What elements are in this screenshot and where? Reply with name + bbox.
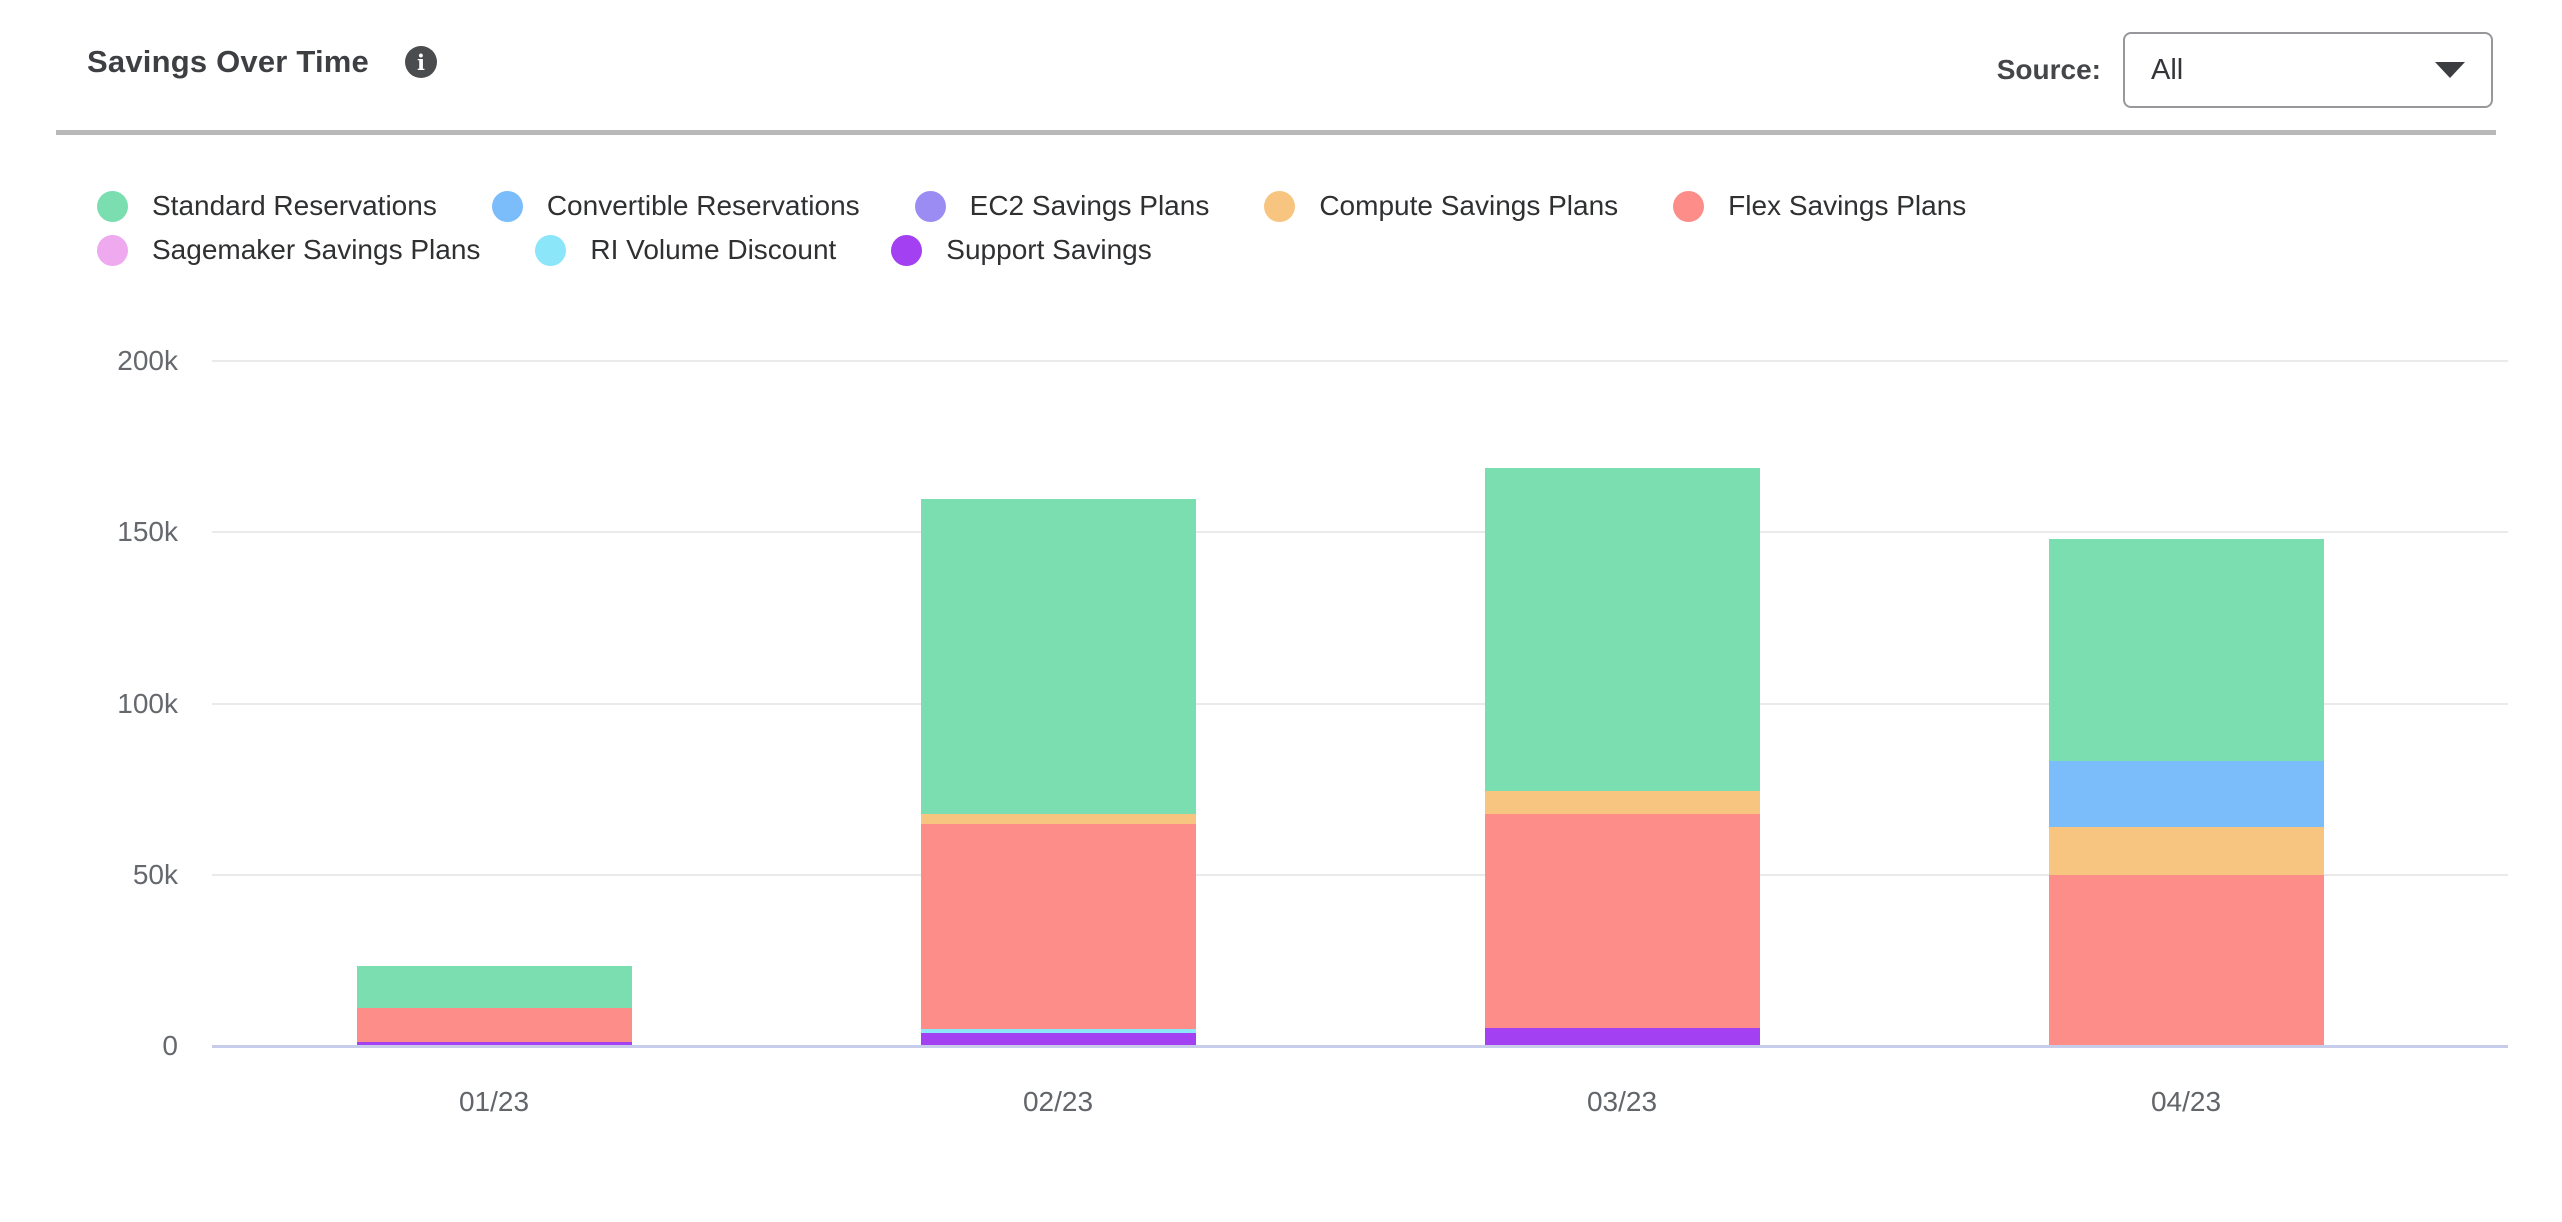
legend-label: EC2 Savings Plans (969, 190, 1210, 221)
legend-item-ec2-savings-plans[interactable]: EC2 Savings Plans (914, 188, 1210, 224)
legend-dot-icon (491, 190, 523, 222)
source-label: Source: (1996, 54, 2101, 85)
y-axis-tick-label: 50k (132, 858, 178, 890)
x-axis-label-01-23: 01/23 (458, 1086, 530, 1117)
legend-label: Flex Savings Plans (1728, 190, 1967, 221)
legend-dot-icon (914, 190, 946, 222)
legend-item-sagemaker-savings-plans[interactable]: Sagemaker Savings Plans (97, 232, 480, 268)
bar-group-04-23 (1904, 361, 2468, 1046)
page-title: Savings Over Time (87, 44, 369, 79)
bar-segment-03-23-compute-savings-plans[interactable] (1484, 790, 1760, 815)
y-axis-tick-label: 150k (117, 516, 178, 548)
bar-segment-02-23-compute-savings-plans[interactable] (920, 814, 1196, 825)
stacked-bar-04-23 (2048, 539, 2324, 1046)
x-axis-line (212, 1045, 2508, 1048)
legend-dot-icon (1264, 190, 1296, 222)
bar-segment-01-23-flex-savings-plans[interactable] (356, 1008, 632, 1043)
x-axis-label-04-23: 04/23 (2150, 1086, 2222, 1117)
y-axis-tick-label: 200k (117, 345, 178, 376)
bar-segment-04-23-standard-reservations[interactable] (2048, 539, 2324, 762)
legend-dot-icon (535, 234, 567, 266)
stacked-bar-02-23 (920, 499, 1196, 1046)
source-dropdown[interactable]: All (2123, 32, 2493, 108)
bar-segment-03-23-support-savings[interactable] (1484, 1028, 1760, 1046)
bar-segment-01-23-standard-reservations[interactable] (356, 965, 632, 1009)
bar-segment-02-23-flex-savings-plans[interactable] (920, 824, 1196, 1029)
chart-legend: Standard Reservations Convertible Reserva… (97, 188, 2197, 268)
legend-label: Convertible Reservations (546, 190, 860, 221)
legend-label: Support Savings (946, 234, 1152, 265)
info-icon[interactable]: i (404, 46, 437, 78)
source-dropdown-value: All (2151, 53, 2184, 86)
y-axis-tick-label: 0 (162, 1030, 178, 1061)
legend-item-support-savings[interactable]: Support Savings (891, 232, 1152, 268)
legend-label: Compute Savings Plans (1319, 190, 1619, 221)
stacked-bar-01-23 (356, 965, 632, 1046)
gridline-150k (212, 531, 2508, 534)
gridline-200k (212, 360, 2508, 362)
y-axis-tick-label: 100k (117, 687, 178, 719)
bar-segment-04-23-convertible-reservations[interactable] (2048, 761, 2324, 827)
legend-label: Sagemaker Savings Plans (152, 234, 481, 265)
header-divider (56, 130, 2496, 135)
legend-item-convertible-reservations[interactable]: Convertible Reservations (491, 188, 860, 224)
legend-dot-icon (97, 190, 128, 222)
bar-segment-03-23-flex-savings-plans[interactable] (1484, 814, 1760, 1029)
bar-segment-02-23-ri-volume-discount[interactable] (920, 1028, 1196, 1033)
legend-dot-icon (891, 234, 923, 266)
legend-item-compute-savings-plans[interactable]: Compute Savings Plans (1264, 188, 1618, 224)
legend-label: RI Volume Discount (590, 234, 837, 265)
legend-item-flex-savings-plans[interactable]: Flex Savings Plans (1673, 188, 1966, 224)
bar-segment-01-23-support-savings[interactable] (356, 1042, 632, 1046)
legend-label: Standard Reservations (152, 190, 437, 221)
x-axis-label-03-23: 03/23 (1586, 1086, 1658, 1117)
bar-segment-03-23-standard-reservations[interactable] (1484, 468, 1760, 791)
bar-group-01-23 (212, 361, 776, 1046)
legend-dot-icon (97, 234, 128, 266)
bar-segment-02-23-standard-reservations[interactable] (920, 499, 1196, 815)
source-control: Source: All (1997, 32, 2493, 108)
legend-item-standard-reservations[interactable]: Standard Reservations (97, 188, 437, 224)
bars-area (212, 361, 2468, 1046)
legend-dot-icon (1673, 190, 1705, 222)
gridline-50k (212, 873, 2508, 876)
x-axis-label-02-23: 02/23 (1022, 1086, 1094, 1117)
stacked-bar-03-23 (1484, 468, 1760, 1046)
panel-header: Savings Over Time i (87, 44, 437, 80)
bar-group-03-23 (1340, 361, 1904, 1046)
bar-group-02-23 (776, 361, 1340, 1046)
bar-segment-04-23-flex-savings-plans[interactable] (2048, 875, 2324, 1046)
gridline-100k (212, 702, 2508, 705)
legend-item-ri-volume-discount[interactable]: RI Volume Discount (535, 232, 836, 268)
chevron-down-icon (2435, 62, 2465, 78)
bar-segment-02-23-support-savings[interactable] (920, 1033, 1196, 1046)
bar-segment-04-23-compute-savings-plans[interactable] (2048, 826, 2324, 876)
